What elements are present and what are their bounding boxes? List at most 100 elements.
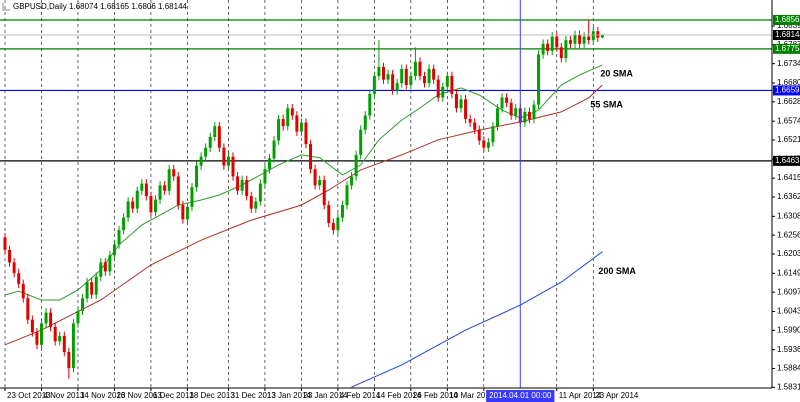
- candle-body: [564, 40, 568, 59]
- candle-body: [117, 230, 121, 245]
- candle-body: [245, 179, 249, 197]
- candle-body: [432, 68, 436, 80]
- sma-line: [351, 251, 603, 388]
- candle-body: [368, 93, 372, 116]
- candle-body: [90, 282, 94, 295]
- y-tick-label: 1.63085: [777, 211, 800, 220]
- price-box: [773, 155, 800, 166]
- candle-body: [71, 323, 75, 369]
- candle-body: [350, 176, 354, 186]
- candle-body: [21, 283, 25, 299]
- candle-body: [217, 126, 221, 148]
- price-box-label: 1.64633: [775, 156, 800, 165]
- candle-body: [240, 179, 244, 191]
- candle-body: [176, 176, 180, 206]
- candle-body: [39, 323, 43, 345]
- y-tick-label: 1.68395: [777, 21, 800, 30]
- candle-body: [153, 199, 157, 213]
- candle-body: [491, 126, 495, 143]
- y-tick-label: 1.6628: [777, 97, 800, 106]
- candle-body: [377, 67, 381, 77]
- y-tick-label: 1.63625: [777, 192, 800, 201]
- candle-body: [85, 282, 89, 299]
- sma-label: 20 SMA: [600, 68, 633, 78]
- candle-body: [495, 108, 499, 127]
- candle-body: [199, 156, 203, 166]
- y-tick-label: 1.65215: [777, 135, 800, 144]
- candle-body: [596, 31, 600, 38]
- candle-body: [167, 169, 171, 191]
- candle-body: [62, 335, 66, 353]
- y-tick-label: 1.66805: [777, 78, 800, 87]
- candle-body: [578, 34, 582, 44]
- candle-body: [190, 187, 194, 207]
- candle-body: [254, 201, 258, 209]
- candle-body: [226, 156, 230, 166]
- candle-body: [8, 249, 12, 263]
- candle-body: [222, 147, 226, 166]
- candle-body: [112, 244, 116, 256]
- candle-body: [122, 217, 126, 231]
- candle-body: [30, 319, 34, 333]
- candle-body: [299, 122, 303, 132]
- crosshair-label: 2014.04.01 00:00: [489, 391, 552, 400]
- x-tick-label: 4 Feb 2014: [340, 391, 381, 400]
- candle-body: [391, 74, 395, 91]
- x-tick-label: 4 Nov 2013: [43, 391, 84, 400]
- candle-body: [359, 129, 363, 155]
- candle-body: [103, 262, 107, 272]
- candle-body: [149, 196, 153, 213]
- y-tick-label: 1.5884: [777, 364, 800, 373]
- candle-body: [454, 93, 458, 109]
- price-box: [773, 43, 800, 54]
- x-tick-label: 13 Jan 2014: [267, 391, 312, 400]
- candle-body: [44, 312, 48, 324]
- y-tick-label: 1.61495: [777, 268, 800, 277]
- candle-body: [26, 298, 30, 320]
- candle-body: [413, 61, 417, 77]
- candle-body: [427, 68, 431, 84]
- candle-body: [195, 165, 199, 188]
- candle-body: [277, 119, 281, 141]
- candle-body: [67, 352, 71, 369]
- candle-body: [108, 255, 112, 272]
- candle-body: [423, 76, 427, 84]
- candle-body: [363, 115, 367, 130]
- x-tick-label: 23 Apr 2014: [595, 391, 639, 400]
- candle-body: [573, 34, 577, 44]
- y-tick-label: 1.59905: [777, 325, 800, 334]
- x-tick-label: 18 Dec 2013: [189, 391, 235, 400]
- candle-body: [505, 97, 509, 103]
- sma-line: [4, 84, 603, 346]
- candle-body: [340, 205, 344, 218]
- x-tick-label: 26 Nov 2013: [116, 391, 162, 400]
- sma-label: 55 SMA: [590, 99, 623, 109]
- price-box-label: 1.67758: [775, 44, 800, 53]
- candle-body: [286, 108, 290, 127]
- candle-body: [327, 205, 331, 223]
- candle-body: [140, 183, 144, 191]
- candle-body: [163, 185, 167, 191]
- candle-body: [409, 76, 413, 85]
- candle-body: [568, 40, 572, 44]
- x-tick-label: 23 Oct 2013: [7, 391, 51, 400]
- candle-body: [322, 179, 326, 206]
- candle-body: [35, 332, 39, 345]
- price-box-label: 1.66598: [775, 86, 800, 95]
- y-tick-label: 1.60970: [777, 287, 800, 296]
- y-tick-label: 1.6574: [777, 116, 800, 125]
- candle-body: [509, 102, 513, 116]
- candle-body: [131, 201, 135, 209]
- candle-body: [17, 273, 21, 284]
- y-tick-label: 1.67345: [777, 59, 800, 68]
- candle-body: [587, 36, 591, 41]
- ohlc-close: 1.68144: [158, 2, 187, 11]
- candle-body: [486, 142, 490, 148]
- candle-body: [12, 262, 16, 274]
- price-box-label: 1.68144: [775, 30, 800, 39]
- candle-body: [600, 35, 604, 38]
- y-tick-label: 1.62560: [777, 230, 800, 239]
- candle-body: [582, 36, 586, 44]
